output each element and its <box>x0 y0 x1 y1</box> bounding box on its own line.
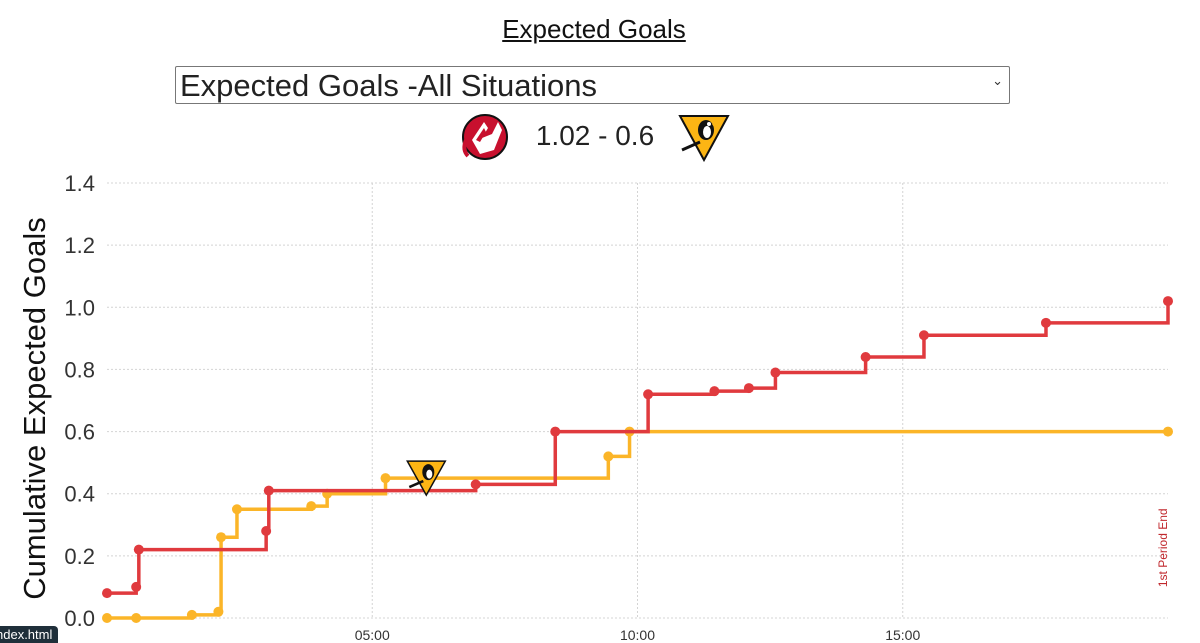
penguins-series-point <box>102 613 112 623</box>
penguins-series-point <box>380 473 391 484</box>
devils-series-point <box>261 526 272 536</box>
penguins-series-point <box>603 451 614 462</box>
situation-select[interactable]: Expected Goals -All Situations ⌄ <box>175 66 1010 104</box>
devils-series-point <box>743 383 754 394</box>
y-tick-label: 0.0 <box>64 606 95 631</box>
y-tick-label: 0.6 <box>64 420 95 445</box>
devils-series-point <box>470 479 481 490</box>
x-tick-label: 05:00 <box>355 627 390 643</box>
penguins-goal-marker-icon <box>406 460 447 497</box>
devils-series-point <box>918 330 929 341</box>
devils-series-point <box>709 386 720 397</box>
score-text: 1.02 - 0.6 <box>535 120 655 151</box>
score-row: 1.02 - 0.6 <box>0 108 1200 162</box>
devils-series-point <box>550 426 561 437</box>
pittsburgh-penguins-logo-icon <box>678 115 730 162</box>
penguins-series-point <box>231 504 242 515</box>
penguins-series-point <box>216 532 227 543</box>
devils-series-point <box>131 581 142 592</box>
penguins-series-point <box>131 613 142 623</box>
devils-series-point <box>1163 296 1173 307</box>
chevron-down-icon: ⌄ <box>992 73 1003 88</box>
penguins-series-point <box>213 606 224 617</box>
y-tick-label: 0.8 <box>64 357 95 382</box>
y-tick-label: 0.4 <box>64 482 95 507</box>
y-tick-label: 0.2 <box>64 544 95 569</box>
devils-series-point <box>133 544 144 555</box>
devils-series-point <box>1040 317 1051 328</box>
period-end-annotation: 1st Period End <box>1156 508 1170 587</box>
y-axis-label: Cumulative Expected Goals <box>17 217 52 600</box>
devils-series-point <box>643 389 654 400</box>
devils-series-point <box>860 352 871 362</box>
penguins-series-point <box>1163 426 1173 437</box>
x-tick-label: 15:00 <box>885 627 920 643</box>
y-tick-label: 1.0 <box>64 295 95 320</box>
tab-label[interactable]: ndex.html <box>0 626 59 643</box>
situation-select-value: Expected Goals -All Situations <box>180 68 597 103</box>
x-tick-label: 10:00 <box>620 627 655 643</box>
devils-series-point <box>102 588 112 599</box>
devils-series-point <box>263 485 274 496</box>
y-tick-label: 1.4 <box>64 171 95 196</box>
y-tick-label: 1.2 <box>64 233 95 258</box>
devils-series-point <box>770 367 781 378</box>
new-jersey-devils-logo-icon <box>462 114 508 160</box>
penguins-series-point <box>306 501 317 512</box>
page-title: Expected Goals <box>502 14 686 44</box>
penguins-series-point <box>186 609 197 620</box>
